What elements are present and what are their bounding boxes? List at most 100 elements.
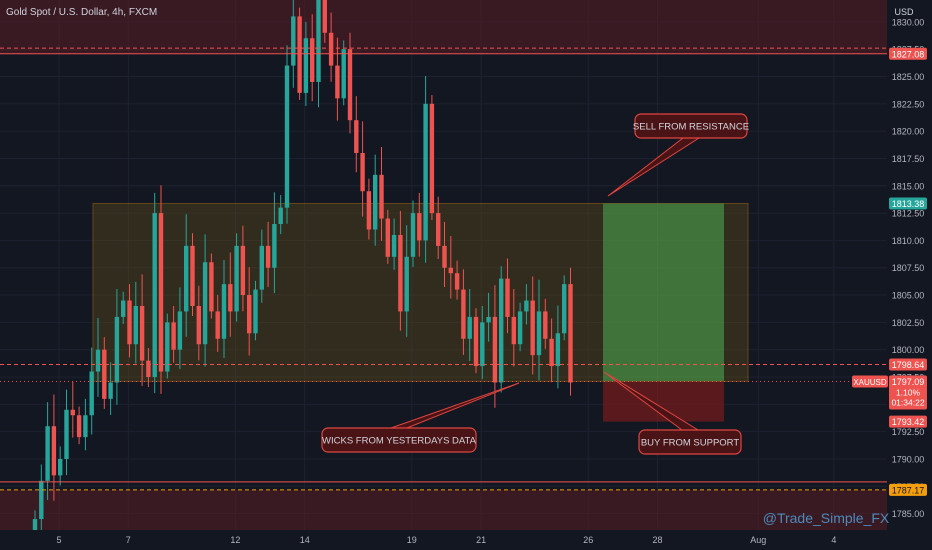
- price-tick: 1800.00: [892, 345, 925, 355]
- bear-candle: [190, 245, 195, 306]
- time-tick: 21: [476, 535, 486, 545]
- callout-text: SELL FROM RESISTANCE: [633, 122, 749, 133]
- bull-candle: [184, 245, 189, 312]
- target-zone: [603, 203, 724, 382]
- bear-candle: [448, 267, 453, 274]
- bear-candle: [436, 213, 441, 246]
- bull-candle: [108, 382, 113, 399]
- bull-candle: [45, 426, 50, 481]
- callout-pointer: [390, 382, 520, 429]
- callout-box: [638, 429, 742, 455]
- bear-candle: [102, 349, 107, 399]
- price-tick: 1825.00: [892, 72, 925, 82]
- resistance-support-bands: [0, 0, 887, 530]
- bull-candle: [177, 311, 183, 350]
- bull-candle: [89, 371, 94, 416]
- bear-candle: [347, 49, 353, 121]
- time-tick: 19: [407, 535, 417, 545]
- bull-candle: [221, 284, 227, 339]
- callout-text: BUY FROM SUPPORT: [641, 438, 740, 449]
- time-tick: 26: [583, 535, 593, 545]
- callout-pointer: [607, 137, 701, 197]
- bull-candle: [404, 256, 409, 312]
- bull-candle: [284, 65, 290, 208]
- bull-candle: [121, 300, 126, 317]
- bull-candle: [133, 305, 138, 345]
- bear-candle: [429, 103, 435, 214]
- price-tick: 1810.00: [892, 236, 925, 246]
- price-tick: 1805.00: [892, 291, 925, 301]
- bear-candle: [196, 305, 201, 345]
- price-label: 1827.08: [892, 49, 925, 59]
- bear-candle: [549, 338, 554, 367]
- symbol-tag: XAUUSD: [853, 378, 887, 387]
- long-position-tool[interactable]: [603, 203, 724, 422]
- resistance-band: [0, 0, 887, 54]
- countdown-timer: 01:34:22: [891, 397, 924, 407]
- price-label-bg: [889, 483, 927, 496]
- bull-candle: [524, 300, 529, 312]
- bull-candle: [517, 311, 523, 345]
- bull-candle: [291, 16, 296, 66]
- bull-candle: [391, 234, 397, 257]
- bull-candle: [303, 38, 309, 93]
- bull-candle: [423, 103, 428, 241]
- time-tick: Aug: [750, 535, 766, 545]
- bear-candle: [335, 65, 340, 99]
- bull-candle: [373, 174, 378, 230]
- bear-candle: [385, 218, 390, 257]
- bull-candle: [480, 322, 485, 367]
- bear-candle: [473, 316, 479, 367]
- bear-candle: [76, 415, 82, 438]
- bear-candle: [171, 322, 176, 350]
- bull-candle: [499, 278, 504, 383]
- bear-candle: [127, 300, 132, 345]
- bear-candle: [158, 213, 164, 372]
- bear-candle: [461, 289, 466, 339]
- watermark: @Trade_Simple_FX: [763, 510, 890, 526]
- bear-candle: [146, 360, 151, 378]
- time-tick: 5: [56, 535, 61, 545]
- bull-candle: [114, 316, 120, 383]
- bear-candle: [530, 300, 535, 356]
- bull-candle: [410, 213, 416, 257]
- bull-candle: [341, 49, 346, 99]
- bull-candle: [58, 458, 63, 476]
- bear-candle: [366, 191, 372, 230]
- bull-candle: [253, 289, 258, 334]
- bull-candle: [272, 224, 277, 268]
- bear-candle: [139, 305, 145, 361]
- bull-candle: [536, 311, 542, 356]
- time-tick: 14: [300, 535, 310, 545]
- bull-candle: [64, 409, 69, 459]
- bull-candle: [165, 322, 170, 372]
- price-tick: 1817.50: [892, 154, 925, 164]
- bull-candle: [562, 284, 567, 334]
- price-tick: 1785.00: [892, 509, 925, 519]
- price-label-bg: [889, 47, 927, 60]
- callout-box: [321, 427, 477, 453]
- price-label-bg: [889, 197, 927, 210]
- time-tick: 4: [831, 535, 836, 545]
- current-price: 1797.09: [892, 377, 925, 387]
- bull-candle: [234, 245, 239, 312]
- bear-candle: [442, 245, 447, 268]
- price-label: 1787.17: [892, 485, 925, 495]
- bull-candle: [152, 213, 157, 378]
- bear-candle: [228, 284, 233, 312]
- time-tick: 12: [230, 535, 240, 545]
- bear-candle: [247, 295, 252, 334]
- time-tick: 7: [126, 535, 131, 545]
- price-label: 1798.64: [892, 360, 925, 370]
- price-tick: 1820.00: [892, 127, 925, 137]
- bear-candle: [543, 311, 548, 339]
- bull-candle: [316, 0, 321, 82]
- price-tick: 1822.50: [892, 99, 925, 109]
- support-band: [0, 489, 887, 530]
- callout-text: WICKS FROM YESTERDAYS DATA: [322, 436, 477, 447]
- price-tick: 1812.50: [892, 209, 925, 219]
- bear-candle: [492, 316, 498, 383]
- bear-candle: [51, 426, 57, 476]
- bull-candle: [39, 480, 44, 520]
